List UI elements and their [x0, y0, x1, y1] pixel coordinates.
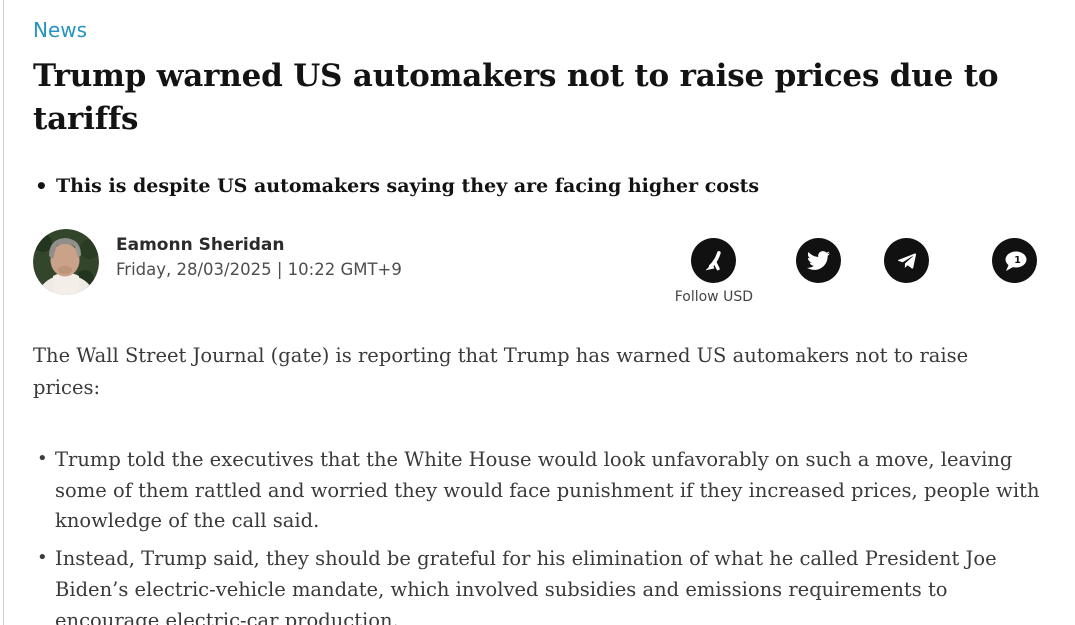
- telegram-icon: [884, 238, 929, 284]
- comments-button[interactable]: 1: [992, 238, 1037, 284]
- body-bullet-list: Trump told the executives that the White…: [33, 445, 1051, 625]
- author-name[interactable]: Eamonn Sheridan: [116, 235, 285, 256]
- intro-paragraph: The Wall Street Journal (gate) is report…: [33, 344, 969, 399]
- author-avatar-image: [33, 229, 99, 296]
- body-bullet-item: Instead, Trump said, they should be grat…: [33, 544, 1048, 625]
- article-timestamp: Friday, 28/03/2025 | 10:22 GMT+9: [116, 259, 402, 279]
- follow-usd-label[interactable]: Follow USD: [674, 289, 753, 306]
- key-point-item: This is despite US automakers saying the…: [33, 173, 1051, 199]
- share-row: Follow USD: [675, 229, 1037, 305]
- category-link-news[interactable]: News: [33, 18, 88, 42]
- comment-count: 1: [1014, 255, 1021, 266]
- key-points-list: This is despite US automakers saying the…: [33, 173, 1051, 199]
- follow-arrow-icon: [691, 238, 737, 284]
- author-block: Eamonn Sheridan Friday, 28/03/2025 | 10:…: [116, 229, 402, 280]
- twitter-share-button[interactable]: [796, 238, 841, 284]
- comment-bubble-icon: 1: [992, 238, 1037, 284]
- body-bullet-item: Trump told the executives that the White…: [33, 445, 1048, 537]
- author-avatar[interactable]: [33, 229, 99, 296]
- article-headline: Trump warned US automakers not to raise …: [33, 58, 999, 138]
- follow-usd-button[interactable]: Follow USD: [675, 238, 753, 305]
- article-body: The Wall Street Journal (gate) is report…: [33, 340, 1051, 625]
- page-left-border: [3, 0, 4, 625]
- twitter-icon: [796, 238, 841, 284]
- telegram-share-button[interactable]: [884, 238, 929, 284]
- byline-row: Eamonn Sheridan Friday, 28/03/2025 | 10:…: [33, 229, 1051, 305]
